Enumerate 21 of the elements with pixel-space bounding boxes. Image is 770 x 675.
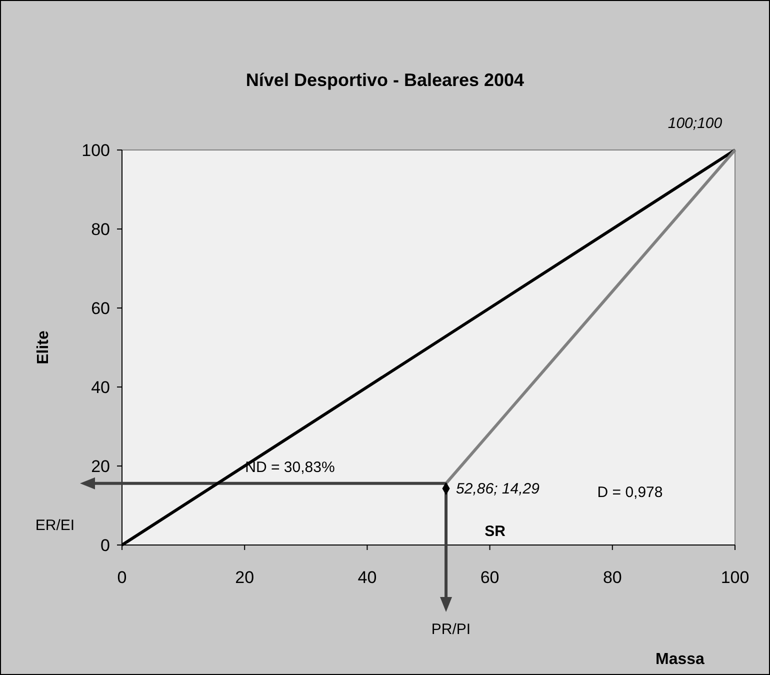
x-axis-title: Massa bbox=[656, 651, 705, 668]
x-tick-label: 80 bbox=[602, 568, 622, 587]
annotation: D = 0,978 bbox=[597, 484, 663, 501]
annotation: SR bbox=[484, 523, 506, 540]
y-tick-label: 40 bbox=[91, 378, 110, 397]
y-tick-label: 0 bbox=[100, 536, 110, 555]
annotation: 52,86; 14,29 bbox=[456, 480, 540, 498]
y-tick-label: 80 bbox=[91, 220, 110, 239]
x-tick-label: 40 bbox=[358, 568, 377, 587]
y-axis-title: Elite bbox=[35, 330, 52, 364]
y-tick-label: 100 bbox=[82, 141, 110, 160]
x-tick-label: 0 bbox=[117, 568, 127, 587]
text: PR/PI bbox=[431, 621, 471, 638]
text: ER/EI bbox=[35, 517, 75, 534]
annotation: 100;100 bbox=[668, 115, 723, 132]
x-tick-label: 60 bbox=[480, 568, 500, 587]
y-tick-label: 60 bbox=[91, 299, 110, 318]
x-tick-label: 20 bbox=[235, 568, 254, 587]
y-tick-label: 20 bbox=[91, 457, 110, 476]
x-tick-label: 100 bbox=[720, 568, 750, 587]
chart-title: Nível Desportivo - Baleares 2004 bbox=[246, 70, 524, 90]
